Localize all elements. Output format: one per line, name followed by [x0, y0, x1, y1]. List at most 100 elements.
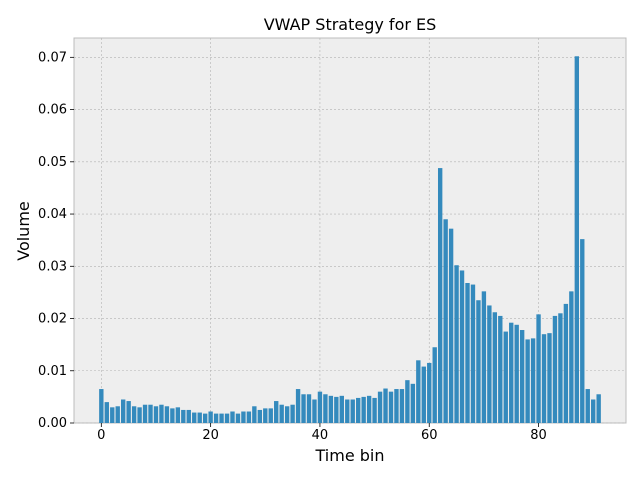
x-tick-label: 0 [97, 428, 105, 443]
bar [186, 409, 191, 423]
bar [514, 324, 519, 423]
y-tick-label: 0.02 [38, 312, 67, 327]
bar [372, 397, 377, 423]
bar [394, 389, 399, 423]
bar [350, 399, 355, 423]
bar [197, 412, 202, 423]
bar [137, 407, 142, 423]
bar [241, 411, 246, 423]
bar [405, 380, 410, 423]
bar [126, 401, 131, 423]
bar [519, 330, 525, 423]
bar [563, 303, 569, 423]
bar [295, 389, 301, 423]
bar [148, 404, 153, 423]
bar [170, 408, 175, 423]
bar [448, 228, 454, 423]
bar [110, 407, 115, 423]
bar [328, 395, 334, 423]
y-tick-label: 0.06 [38, 103, 67, 118]
bar [99, 389, 104, 423]
x-tick-label: 20 [202, 428, 219, 443]
bar [164, 406, 170, 423]
x-tick-label: 40 [312, 428, 329, 443]
bar [131, 406, 137, 423]
bar [159, 404, 164, 423]
bar [366, 395, 372, 423]
bar [509, 322, 514, 423]
bar [208, 411, 213, 423]
bar [574, 56, 579, 424]
bar [284, 406, 290, 423]
bar [399, 389, 405, 423]
axis-ticks: 0 20 40 60 80 0.00 0.01 0.02 0.03 0.04 0.05 0.06 0.0… [38, 50, 547, 443]
bar [104, 402, 109, 423]
y-tick-label: 0.03 [38, 259, 67, 274]
bar [492, 312, 498, 423]
bar [224, 413, 230, 423]
bar [437, 168, 443, 423]
bar [498, 315, 503, 423]
y-tick-label: 0.07 [38, 50, 67, 65]
bar [142, 404, 148, 423]
bar [470, 284, 476, 423]
y-tick-label: 0.04 [38, 207, 67, 222]
bar [312, 399, 317, 423]
bar [432, 347, 437, 423]
x-tick-label: 80 [530, 428, 547, 443]
bar [274, 401, 279, 423]
bar [356, 397, 361, 423]
bar [263, 408, 268, 423]
x-axis-label: Time bin [315, 446, 385, 465]
bar [115, 406, 120, 423]
x-tick-label: 60 [421, 428, 438, 443]
bar [317, 391, 323, 423]
bar [175, 407, 181, 423]
bar [383, 388, 388, 423]
bar [481, 291, 487, 423]
bar [476, 300, 481, 423]
bar [252, 406, 257, 423]
bar [416, 360, 421, 423]
bar [361, 396, 366, 423]
bar [181, 409, 186, 423]
y-tick-label: 0.05 [38, 155, 67, 170]
bar [192, 412, 197, 423]
bar [202, 413, 208, 423]
bar [230, 411, 235, 423]
bar [530, 338, 536, 423]
bar [213, 413, 219, 423]
bar [569, 291, 574, 423]
bar [580, 239, 585, 423]
bar [552, 315, 558, 423]
bar [487, 305, 492, 423]
chart-title: VWAP Strategy for ES [264, 15, 437, 34]
y-axis-label: Volume [14, 201, 33, 261]
bar [257, 409, 263, 423]
bar [443, 219, 448, 423]
bar [153, 406, 159, 423]
bar [121, 399, 126, 423]
bar [388, 391, 394, 423]
bar [503, 331, 508, 423]
bar [591, 399, 596, 423]
bar [558, 313, 563, 423]
bar [279, 404, 284, 423]
bar [465, 283, 470, 423]
bar [541, 334, 547, 423]
bar [421, 366, 426, 423]
y-tick-label: 0.01 [38, 364, 67, 379]
y-tick-label: 0.00 [38, 416, 67, 431]
bar [345, 399, 350, 423]
bar [427, 362, 432, 423]
bar [339, 395, 344, 423]
bar [459, 270, 465, 423]
bar [246, 411, 252, 423]
bar [536, 314, 541, 423]
bars [99, 56, 601, 424]
bar [525, 339, 530, 423]
bar [547, 333, 552, 423]
bar [377, 391, 383, 423]
